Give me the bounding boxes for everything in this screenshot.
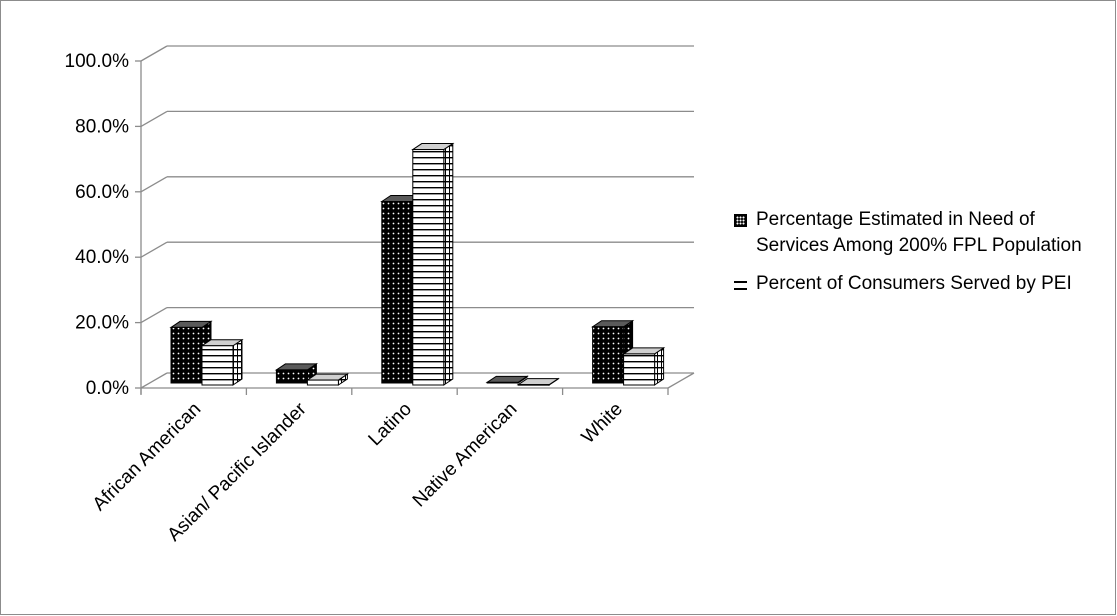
bar-front	[201, 345, 234, 386]
bar	[621, 347, 666, 386]
gridline-diagonal	[140, 307, 168, 324]
legend-swatch-dots	[734, 214, 747, 227]
x-category-label: Latino	[365, 399, 416, 450]
x-category-label: White	[578, 399, 627, 448]
y-tick-label: 40.0%	[75, 247, 129, 268]
legend-item-need: Percentage Estimated in Need of Services…	[734, 207, 1104, 259]
legend-item-served: Percent of Consumers Served by PEI	[734, 271, 1104, 297]
bar-side	[232, 338, 243, 386]
bar-side	[443, 142, 454, 386]
axis-labels: 0.0% 20.0% 40.0% 60.0% 80.0% 100.0% African Am…	[65, 51, 627, 546]
x-category-label: African American	[89, 399, 205, 515]
bar-front	[623, 353, 656, 386]
bar-front	[412, 149, 445, 386]
gridline-diagonal	[140, 110, 168, 127]
bar-front	[170, 326, 203, 384]
bar-front	[381, 201, 414, 384]
axes	[135, 60, 669, 395]
gridline-diagonal	[140, 372, 168, 389]
bar-front	[592, 326, 625, 384]
floor-edge	[667, 372, 695, 389]
bar	[516, 377, 560, 386]
bar-front	[486, 381, 519, 384]
legend-swatch-lines	[734, 281, 747, 290]
gridline-diagonal	[140, 45, 168, 62]
bar-front	[306, 379, 339, 386]
bars	[169, 142, 666, 386]
gridline-diagonal	[140, 176, 168, 193]
y-tick-label: 80.0%	[75, 116, 129, 137]
y-tick-label: 100.0%	[65, 51, 130, 72]
gridline-diagonal	[140, 241, 168, 258]
legend-label-served: Percent of Consumers Served by PEI	[756, 273, 1072, 294]
bar	[485, 375, 529, 384]
bar	[411, 142, 455, 386]
legend-label-need: Percentage Estimated in Need of Services…	[756, 209, 1082, 256]
bar	[200, 338, 244, 386]
y-tick-label: 60.0%	[75, 182, 129, 203]
y-tick-label: 20.0%	[75, 313, 129, 334]
bar-front	[275, 369, 308, 384]
bar-front	[517, 384, 550, 386]
bar	[305, 373, 350, 386]
legend: Percentage Estimated in Need of Services…	[734, 207, 1104, 309]
y-tick-label: 0.0%	[86, 378, 129, 399]
x-category-label: Native American	[409, 399, 522, 512]
